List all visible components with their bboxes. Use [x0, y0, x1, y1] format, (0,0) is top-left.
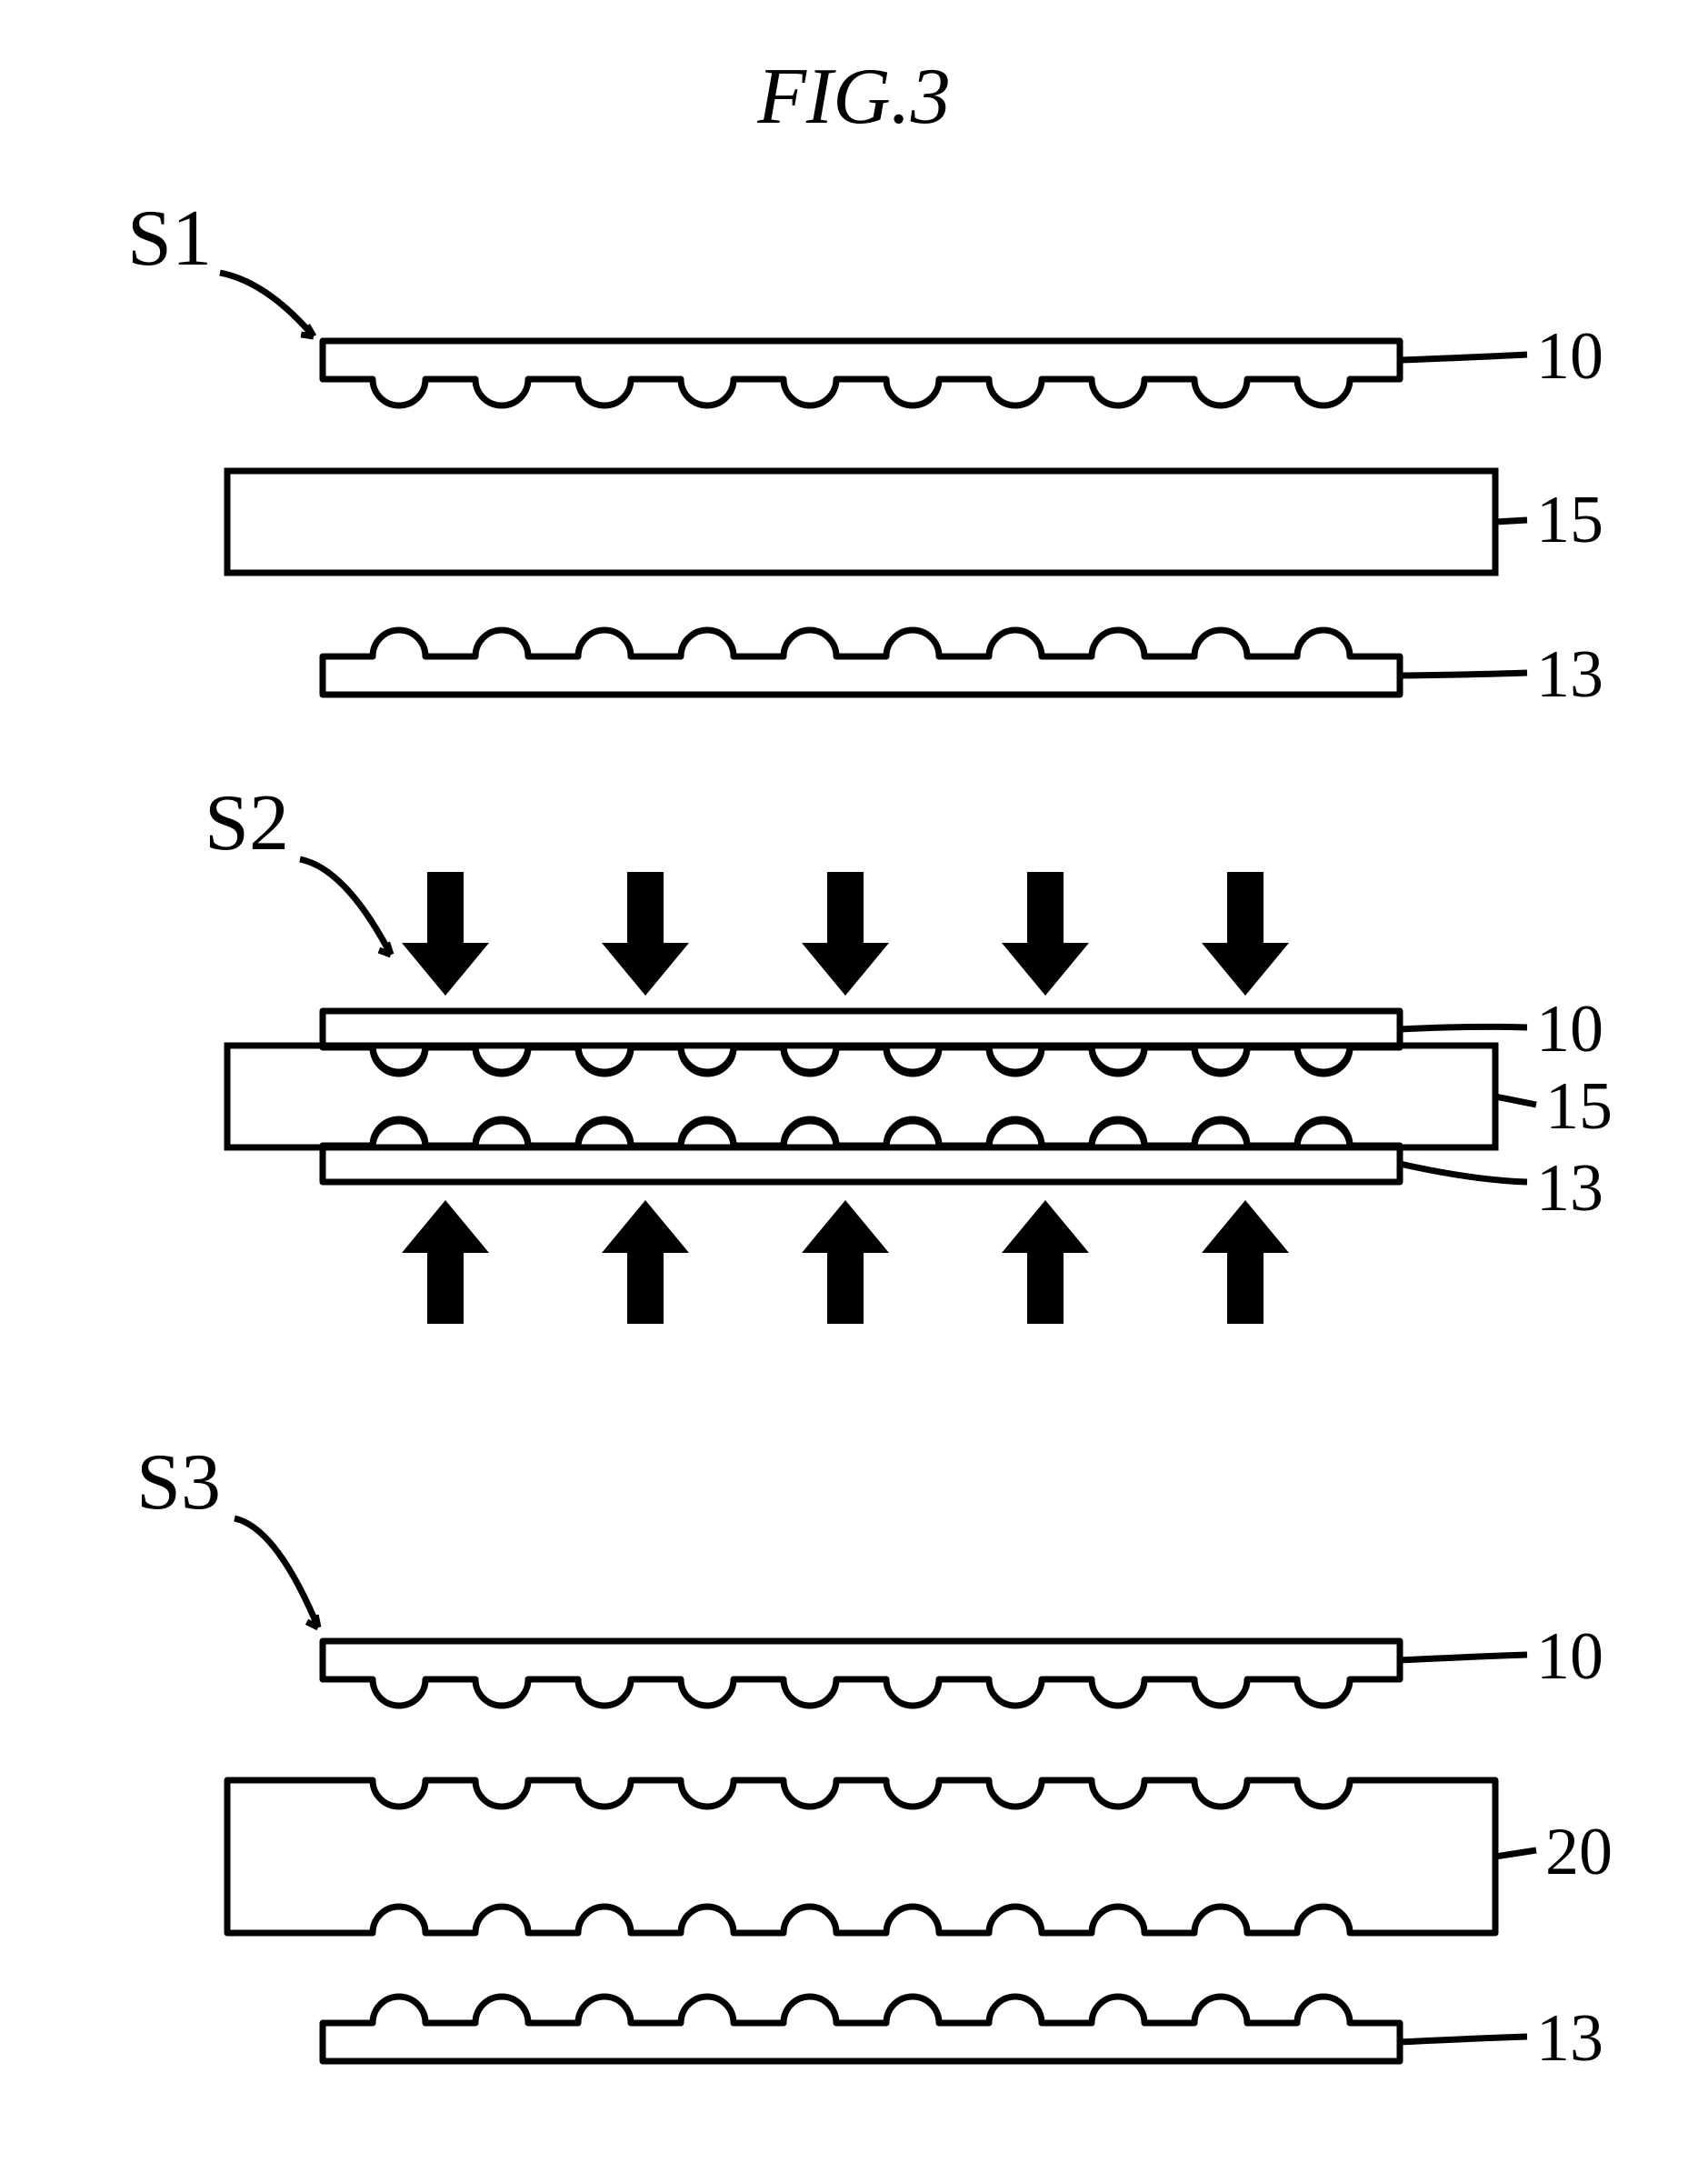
figure-page: FIG.3 S1 S2 S3 10 15 13 10 15 13 10 20 1…: [0, 0, 1708, 2173]
figure-drawing: [0, 0, 1708, 2173]
